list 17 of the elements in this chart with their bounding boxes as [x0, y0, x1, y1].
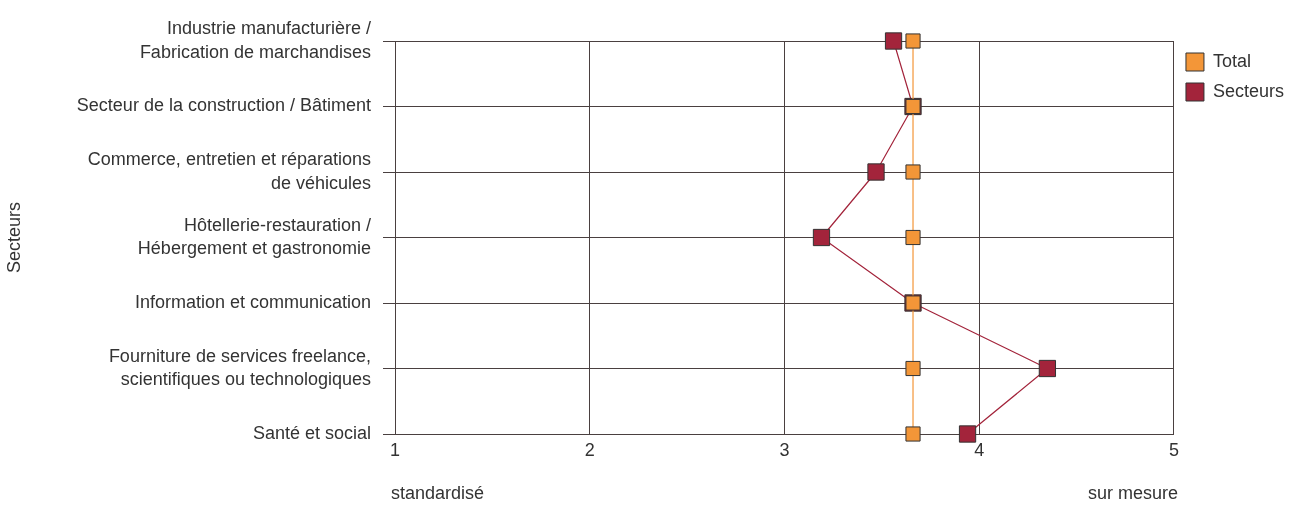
y-tick-label: Secteur de la construction / Bâtiment: [76, 95, 371, 116]
legend-label: Total: [1212, 50, 1251, 71]
y-tick-label: Hôtellerie-restauration / Hébergement et gastronomie: [137, 214, 371, 259]
y-tick-label: Industrie manufacturière / Fabrication de marchandises: [139, 18, 371, 62]
legend-label: Secteurs: [1212, 80, 1285, 101]
y-tick-label: Information et communication: [134, 291, 371, 312]
x-tick-label: 2: [584, 439, 595, 460]
text: sur mesure: [1087, 482, 1178, 503]
x-tick-label: 3: [779, 439, 790, 460]
text: standardisé: [391, 482, 485, 503]
y-tick-label: Commerce, entretien et réparations de véhicules: [87, 149, 371, 193]
x-tick-label: 1: [389, 439, 401, 460]
y-tick-label: Santé et social: [252, 422, 371, 443]
y-tick-label: Fourniture de services freelance, scientifiques ou technologiques: [108, 345, 371, 390]
x-tick-label: 5: [1168, 439, 1179, 460]
x-tick-label: 4: [974, 439, 985, 460]
y-axis-title: Secteurs: [3, 201, 24, 274]
